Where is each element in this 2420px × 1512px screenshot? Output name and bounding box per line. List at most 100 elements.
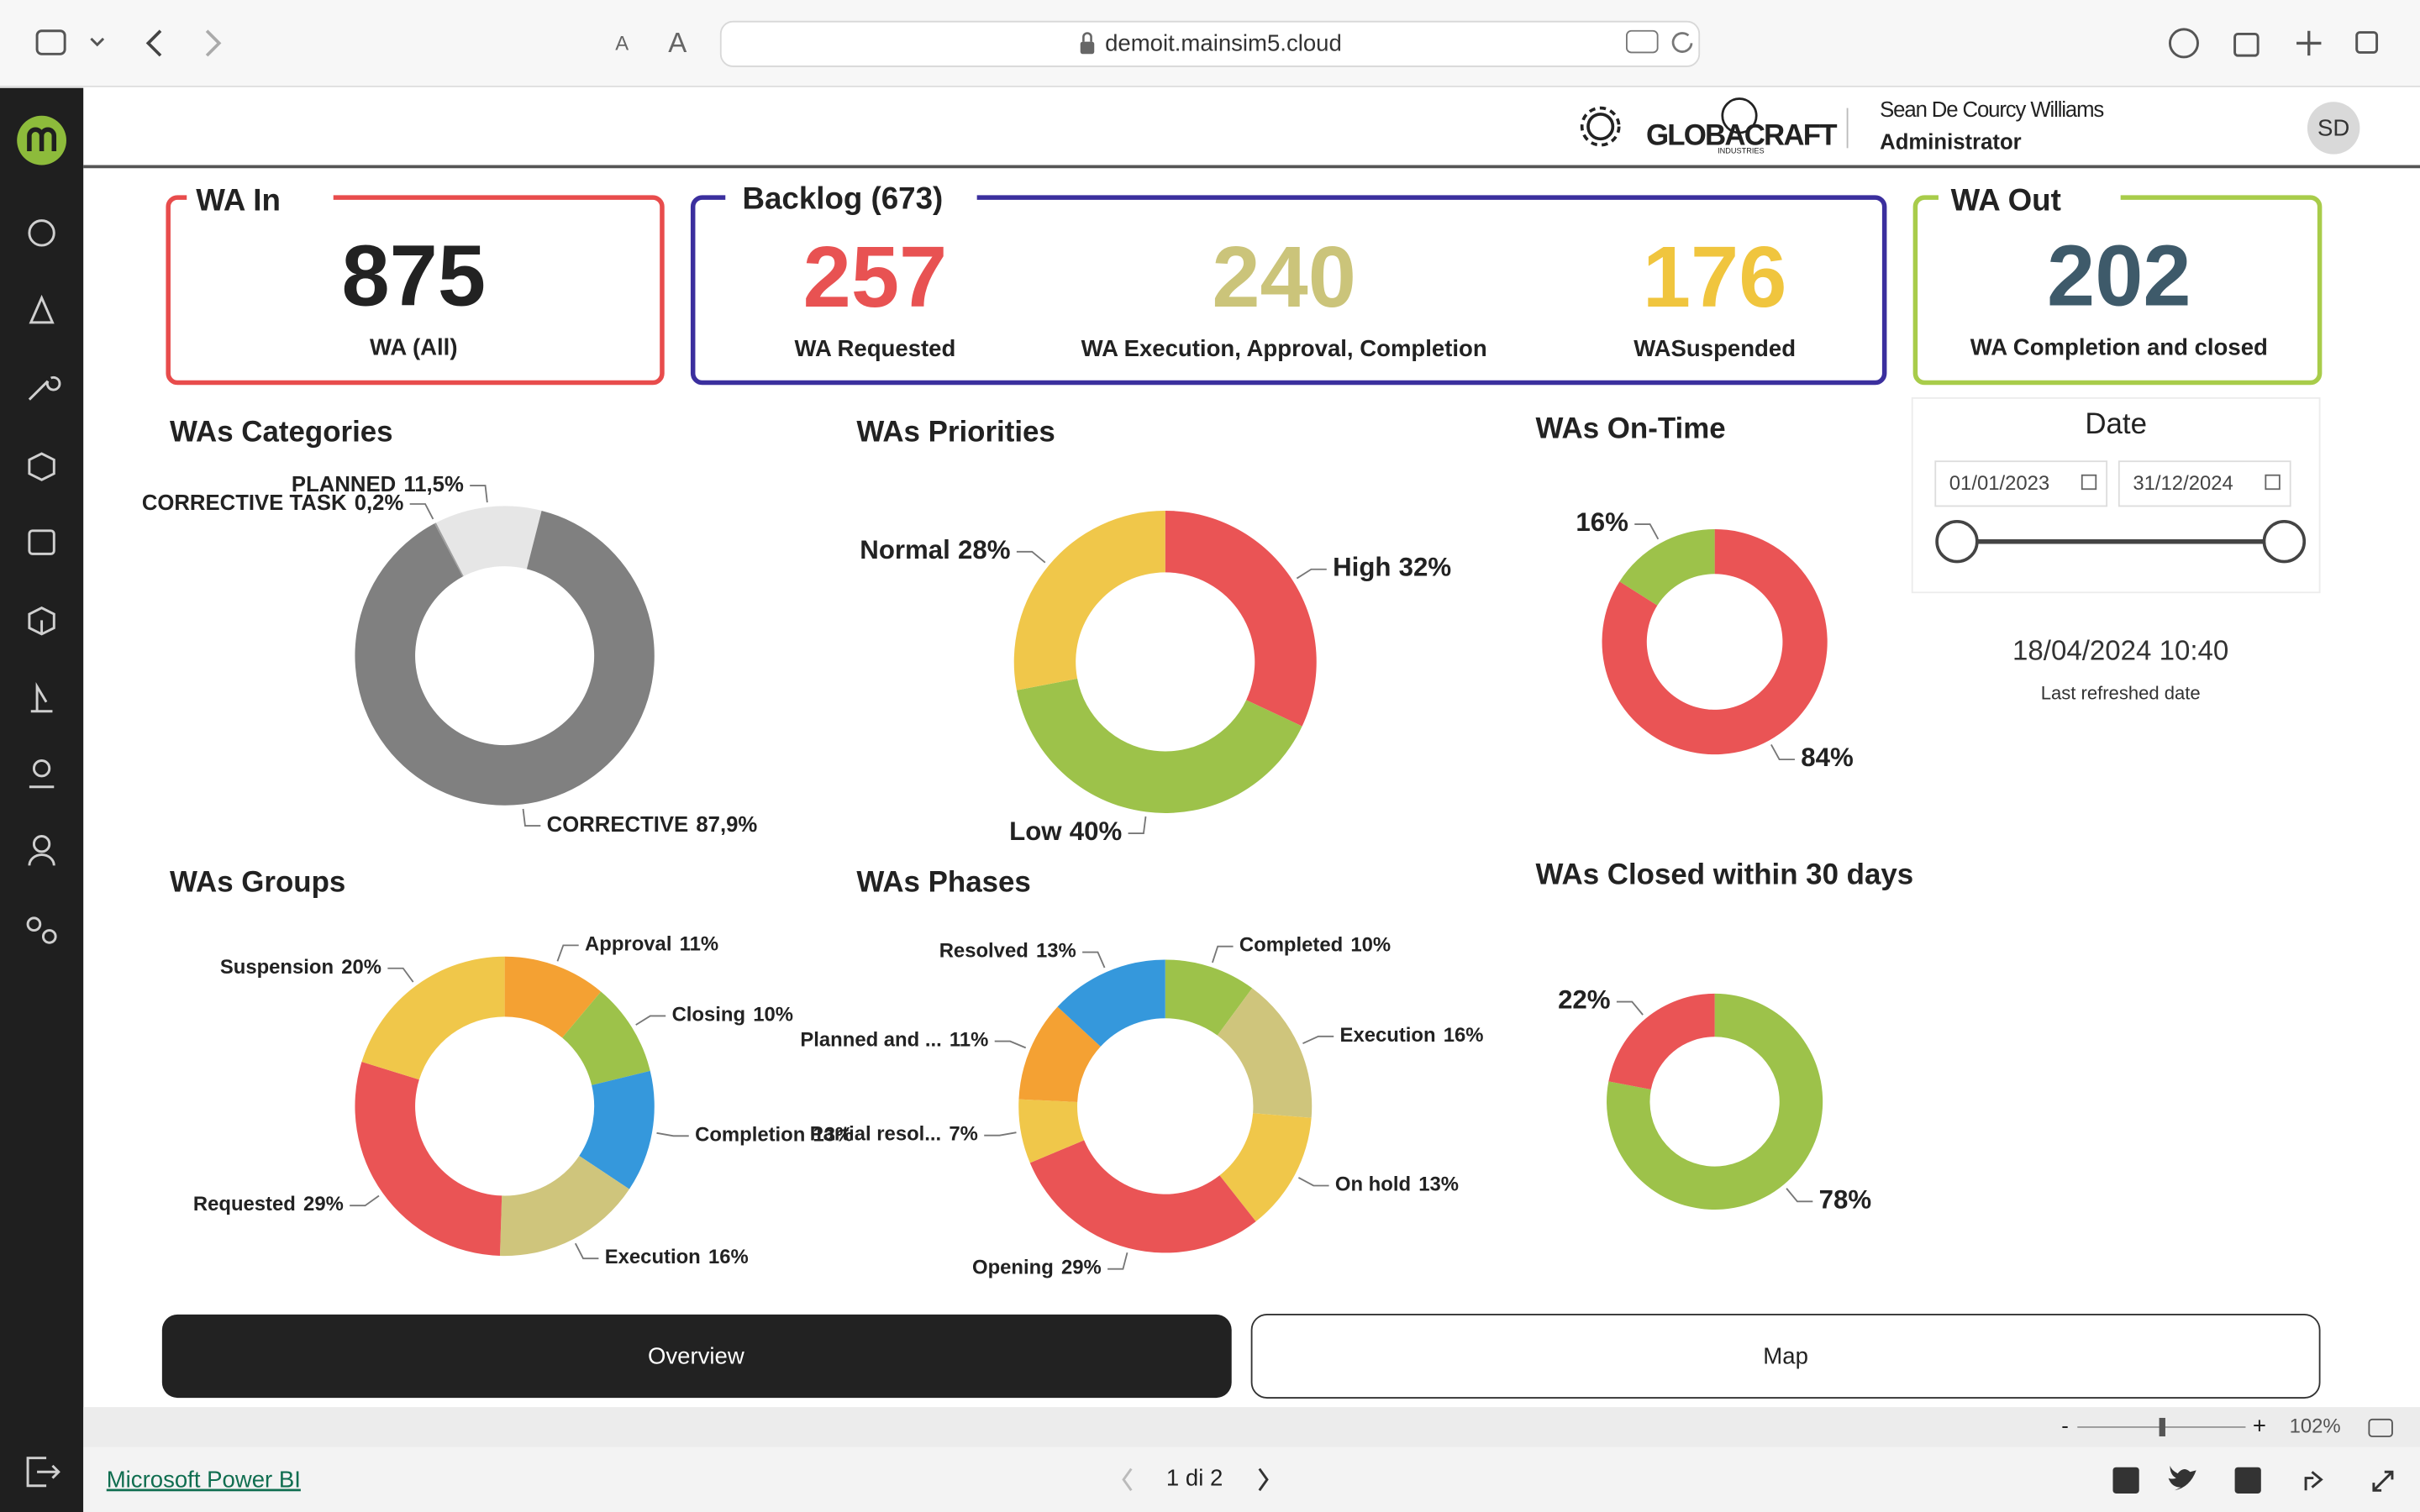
next-page[interactable] <box>1258 1467 1269 1492</box>
calendar-icon[interactable] <box>2265 474 2281 491</box>
user-name: Sean De Courcy Williams <box>1880 98 2103 122</box>
slice-label: Normal 28% <box>860 535 1010 564</box>
button-label[interactable]: Map <box>1763 1343 1808 1369</box>
calendar-icon[interactable] <box>2081 474 2097 491</box>
donut-slice[interactable] <box>579 1070 655 1189</box>
powerbi-link[interactable]: Microsoft Power BI <box>107 1467 301 1493</box>
kpi-label: WASuspended <box>1634 335 1796 361</box>
address-bar[interactable] <box>719 20 1701 67</box>
leader-line <box>1296 568 1327 580</box>
slice-label: 84% <box>1801 743 1853 772</box>
slice-label: Low 40% <box>1009 816 1122 846</box>
slice-value: 11% <box>950 1029 988 1052</box>
leader-line <box>1107 1252 1128 1270</box>
date-slider-handle[interactable] <box>1935 519 1979 564</box>
slice-value: 32% <box>1399 553 1451 582</box>
reload-icon[interactable] <box>1671 32 1693 53</box>
twitter-icon[interactable] <box>2168 1465 2196 1491</box>
new-tab-icon[interactable] <box>2296 30 2322 56</box>
slice-label: On hold 13% <box>1335 1173 1459 1196</box>
tabs-icon[interactable] <box>2355 31 2379 54</box>
nav-icon[interactable] <box>28 219 55 247</box>
tab-menu[interactable] <box>90 37 105 47</box>
nav-icon[interactable] <box>29 294 55 324</box>
card-title: Backlog (673) <box>742 181 943 215</box>
kpi-label: WA (All) <box>370 333 458 360</box>
donut-slice[interactable] <box>1217 988 1313 1118</box>
donut-slice[interactable] <box>435 506 542 576</box>
card-title-bg <box>1938 181 2121 217</box>
share-icon[interactable] <box>2233 32 2260 57</box>
download-icon[interactable] <box>2168 28 2199 59</box>
slice-value: 22% <box>1558 985 1610 1015</box>
linkedin-icon[interactable] <box>2234 1467 2261 1494</box>
date-end[interactable]: 31/12/2024 <box>2133 472 2233 495</box>
date-start[interactable]: 01/01/2023 <box>1949 472 2049 495</box>
donut-slice[interactable] <box>1165 959 1253 1036</box>
donut-slice[interactable] <box>504 956 602 1038</box>
prev-page[interactable] <box>1122 1467 1133 1492</box>
donut-slice[interactable] <box>1619 529 1715 606</box>
forward-button[interactable] <box>205 29 222 57</box>
chart-title: WAs Priorities <box>856 415 1055 448</box>
date-slider-handle[interactable] <box>2262 519 2307 564</box>
fit-icon[interactable] <box>2368 1418 2393 1437</box>
share-report-icon[interactable] <box>2304 1471 2323 1491</box>
donut-slice[interactable] <box>1029 1140 1256 1253</box>
translate-icon[interactable] <box>1626 29 1659 54</box>
slice-label: High 32% <box>1333 553 1451 582</box>
leader-line <box>1128 816 1147 834</box>
leader-line <box>1786 1188 1813 1203</box>
donut-slice[interactable] <box>1602 529 1828 755</box>
facebook-icon[interactable] <box>2112 1467 2139 1494</box>
donut-slice[interactable] <box>1219 1113 1312 1222</box>
map-button[interactable] <box>1250 1313 2321 1399</box>
sidebar <box>0 87 84 1512</box>
donut-slice[interactable] <box>1018 1099 1085 1163</box>
donut-slice[interactable] <box>355 510 655 806</box>
button-label[interactable]: Overview <box>648 1343 744 1369</box>
donut-slice[interactable] <box>1057 959 1165 1047</box>
donut-slice[interactable] <box>1016 678 1302 813</box>
donut-slice[interactable] <box>562 991 650 1085</box>
nav-icon[interactable] <box>32 835 51 853</box>
sidebar-toggle[interactable] <box>35 29 66 55</box>
donut-slice[interactable] <box>434 522 464 577</box>
logout-icon[interactable] <box>26 1457 60 1488</box>
zoom-bar <box>83 1407 2420 1447</box>
nav-icon[interactable] <box>30 682 53 713</box>
nav-icon[interactable] <box>28 606 55 636</box>
nav-icon[interactable] <box>28 529 55 555</box>
donut-slice[interactable] <box>361 956 505 1080</box>
donut-slice[interactable] <box>355 1062 502 1257</box>
overview-button[interactable] <box>161 1314 1232 1399</box>
donut-slice[interactable] <box>1165 510 1317 727</box>
settings-icon[interactable] <box>1586 113 1615 141</box>
slice-category: Resolved <box>939 940 1028 963</box>
date-end-input[interactable] <box>2118 460 2291 507</box>
zoom-handle[interactable] <box>2159 1417 2165 1436</box>
nav-icon[interactable] <box>41 929 57 944</box>
kpi-label: WA Requested <box>795 335 956 361</box>
nav-icon[interactable] <box>28 853 55 866</box>
date-start-input[interactable] <box>1934 460 2108 507</box>
slice-category: Approval <box>585 933 671 956</box>
nav-icon[interactable] <box>28 452 55 481</box>
donut-slice[interactable] <box>1018 1006 1101 1102</box>
donut-slice[interactable] <box>1013 510 1165 690</box>
avatar[interactable] <box>2307 102 2360 155</box>
back-button[interactable] <box>145 29 162 57</box>
slice-value: 20% <box>341 956 381 979</box>
donut-slice[interactable] <box>1607 993 1823 1210</box>
slice-value: 13% <box>1036 940 1076 963</box>
zoom-minus[interactable]: - <box>2061 1415 2069 1438</box>
donut-slice[interactable] <box>1608 993 1715 1089</box>
donut-slice[interactable] <box>499 1155 629 1257</box>
chart-title: WAs On-Time <box>1536 412 1726 445</box>
nav-icon[interactable] <box>32 759 51 778</box>
nav-icon[interactable] <box>26 916 42 932</box>
fullscreen-icon[interactable] <box>2372 1470 2394 1492</box>
nav-icon[interactable] <box>28 375 61 401</box>
zoom-plus[interactable]: + <box>2253 1412 2266 1438</box>
